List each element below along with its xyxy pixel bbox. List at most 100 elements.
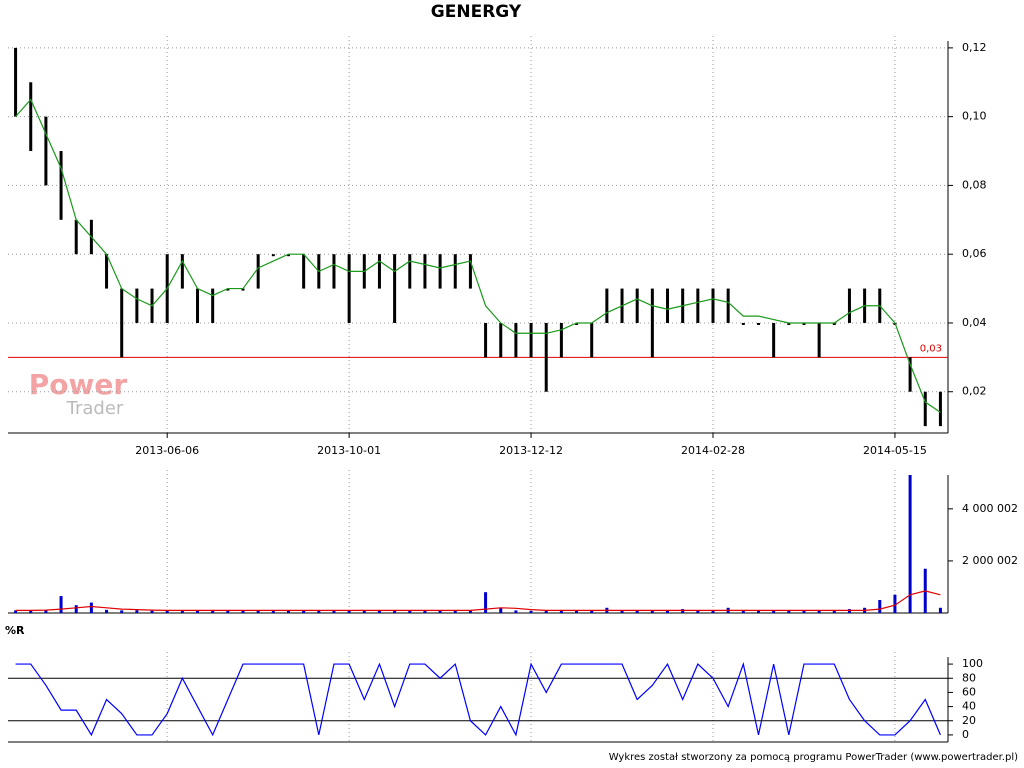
price-bar xyxy=(29,82,33,152)
volume-bar xyxy=(878,599,882,613)
price-bar xyxy=(544,322,548,392)
price-bar xyxy=(468,254,472,289)
price-bar xyxy=(408,254,412,289)
price-bar xyxy=(514,322,518,358)
watermark: Power xyxy=(29,368,128,401)
y-tick-label: 80 xyxy=(962,671,976,684)
volume-bar xyxy=(575,610,579,613)
volume-bar xyxy=(241,610,245,613)
price-bar xyxy=(44,116,48,186)
price-bar xyxy=(59,151,63,220)
volume-bar xyxy=(559,610,563,613)
volume-bar xyxy=(14,610,18,613)
price-bar xyxy=(105,254,109,289)
volume-bar xyxy=(529,610,533,613)
volume-bar xyxy=(499,607,503,613)
y-tick-label: 0,10 xyxy=(962,110,987,123)
moving-average xyxy=(15,590,941,611)
price-bar xyxy=(923,391,927,427)
price-bar xyxy=(74,219,78,255)
volume-bar xyxy=(423,610,427,613)
volume-bar xyxy=(650,610,654,613)
price-bar xyxy=(741,322,745,325)
price-bar xyxy=(226,288,230,291)
reference-label: 0,03 xyxy=(920,343,942,354)
price-bar xyxy=(484,322,488,358)
price-bar xyxy=(302,254,306,289)
y-tick-label: 0 xyxy=(962,728,969,741)
x-tick-label: 2013-10-01 xyxy=(317,444,381,457)
volume-bar xyxy=(347,610,351,613)
volume-bar xyxy=(772,610,776,613)
price-bar xyxy=(559,322,563,358)
x-tick-label: 2013-12-12 xyxy=(499,444,563,457)
price-bar xyxy=(438,254,442,289)
volume-bar xyxy=(317,610,321,613)
price-bar xyxy=(286,254,290,257)
price-bar xyxy=(756,322,760,325)
volume-bar xyxy=(938,607,942,613)
volume-bar xyxy=(377,610,381,613)
volume-bar xyxy=(393,610,397,613)
price-bar xyxy=(772,322,776,358)
volume-bar xyxy=(74,605,78,613)
price-bar xyxy=(393,254,397,323)
volume-bar xyxy=(332,610,336,613)
y-tick-label: 20 xyxy=(962,714,976,727)
volume-bar xyxy=(741,610,745,613)
volume-bar xyxy=(908,475,912,613)
volume-bar xyxy=(120,610,124,613)
volume-bar xyxy=(514,610,518,613)
price-bar xyxy=(211,288,215,323)
volume-bar xyxy=(44,609,48,613)
chart-title: GENERGY xyxy=(431,2,522,22)
price-bar xyxy=(847,288,851,323)
volume-bar xyxy=(787,610,791,613)
volume-bar xyxy=(165,610,169,613)
price-bar xyxy=(196,288,200,323)
y-tick-label: 2 000 002 xyxy=(962,554,1018,567)
price-bar xyxy=(711,288,715,323)
volume-bar xyxy=(484,592,488,613)
price-bar xyxy=(256,254,260,289)
price-bar xyxy=(650,288,654,358)
volume-bar xyxy=(681,609,685,613)
volume-bar xyxy=(180,610,184,613)
volume-bar xyxy=(286,610,290,613)
price-bar xyxy=(726,288,730,323)
indicator-line xyxy=(15,661,941,737)
price-bar xyxy=(696,288,700,323)
volume-bar xyxy=(59,596,63,613)
volume-bar xyxy=(468,610,472,613)
x-tick-label: 2013-06-06 xyxy=(135,444,199,457)
y-tick-label: 0,06 xyxy=(962,247,987,260)
x-tick-label: 2014-02-28 xyxy=(681,444,745,457)
volume-bar xyxy=(271,610,275,613)
volume-bar xyxy=(362,610,366,613)
y-tick-label: 0,02 xyxy=(962,385,987,398)
volume-bar xyxy=(29,610,33,613)
price-bar xyxy=(832,322,836,325)
price-bar xyxy=(453,254,457,289)
volume-bar xyxy=(666,610,670,613)
volume-bar xyxy=(756,610,760,613)
volume-bar xyxy=(817,610,821,613)
price-bar xyxy=(817,322,821,358)
volume-bar xyxy=(211,610,215,613)
volume-bar xyxy=(847,609,851,613)
volume-bar xyxy=(150,610,154,613)
price-bar xyxy=(271,254,275,257)
volume-bar xyxy=(135,610,139,613)
price-bar xyxy=(135,288,139,323)
volume-bar xyxy=(256,610,260,613)
price-bar xyxy=(575,322,579,325)
volume-bar xyxy=(453,610,457,613)
volume-bar xyxy=(105,609,109,613)
volume-bar xyxy=(696,610,700,613)
volume-bar xyxy=(620,610,624,613)
price-bar xyxy=(938,391,942,427)
price-bar xyxy=(635,288,639,323)
panel-title: %R xyxy=(5,624,25,637)
volume-bar xyxy=(408,610,412,613)
